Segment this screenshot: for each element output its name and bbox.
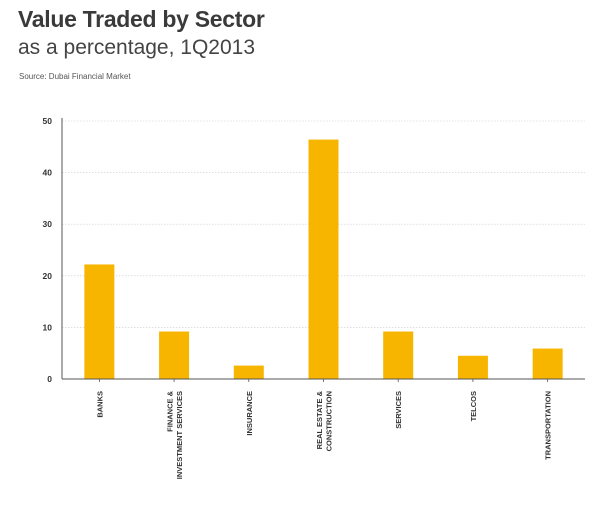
x-tick-label: TRANSPORTATION [544, 391, 553, 460]
chart-subtitle: as a percentage, 1Q2013 [18, 36, 256, 59]
x-tick-label: REAL ESTATE & CONSTRUCTION [315, 390, 334, 451]
x-tick-label: TELCOS [469, 391, 478, 421]
y-tick-label: 40 [43, 168, 53, 178]
x-tick-label-line: INVESTMENT SERVICES [175, 391, 184, 479]
x-tick-label-line: SERVICES [394, 391, 403, 429]
x-tick-label: SERVICES [394, 391, 403, 429]
y-tick-label: 0 [47, 374, 52, 384]
x-tick-label: FINANCE & INVESTMENT SERVICES [165, 390, 184, 479]
y-tick-label: 10 [43, 322, 53, 332]
bar-services [383, 331, 414, 379]
y-tick-label: 20 [43, 271, 53, 281]
bar-finance-investment-services [159, 331, 190, 379]
x-tick-label-line: TELCOS [469, 391, 478, 421]
x-tick-label: INSURANCE [245, 391, 254, 436]
bar-insurance [233, 365, 264, 379]
y-tick-label: 50 [43, 116, 53, 126]
bar-real-estate-construction [308, 139, 339, 379]
bars [84, 139, 563, 379]
axes [61, 118, 585, 382]
x-tick-label-line: TRANSPORTATION [544, 391, 553, 460]
bar-banks [84, 264, 115, 379]
bar-transportation [532, 348, 563, 379]
x-tick-label-line: FINANCE & [165, 390, 174, 431]
chart-title: Value Traded by Sector [18, 6, 265, 32]
x-tick-label-line: BANKS [95, 391, 104, 418]
chart-source: Source: Dubai Financial Market [19, 72, 131, 81]
x-tick-label-line: INSURANCE [245, 391, 254, 436]
y-tick-label: 30 [43, 219, 53, 229]
bar-telcos [457, 355, 488, 379]
x-tick-label-line: CONSTRUCTION [324, 391, 333, 451]
x-tick-label: BANKS [95, 391, 104, 418]
axis-labels: 0 10 20 30 40 50 BANKS FINANCE & INVESTMENT SERV… [43, 116, 553, 479]
x-tick-label-line: REAL ESTATE & [315, 390, 324, 449]
